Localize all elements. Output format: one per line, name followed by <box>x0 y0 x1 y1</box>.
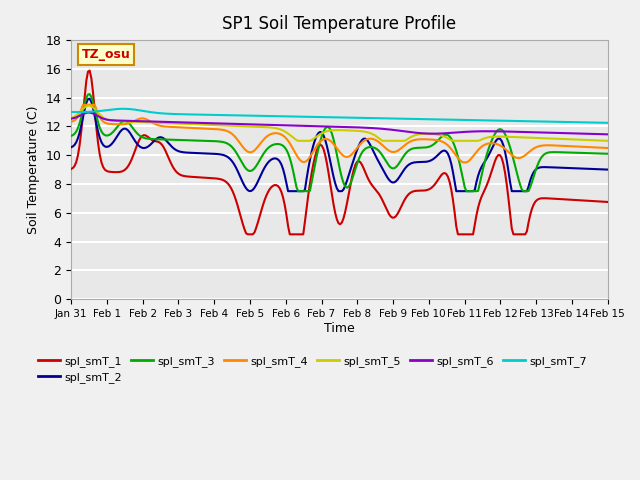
X-axis label: Time: Time <box>324 322 355 335</box>
Legend: spl_smT_1, spl_smT_2, spl_smT_3, spl_smT_4, spl_smT_5, spl_smT_6, spl_smT_7: spl_smT_1, spl_smT_2, spl_smT_3, spl_smT… <box>33 351 592 387</box>
Text: TZ_osu: TZ_osu <box>82 48 131 61</box>
Title: SP1 Soil Temperature Profile: SP1 Soil Temperature Profile <box>222 15 456 33</box>
Y-axis label: Soil Temperature (C): Soil Temperature (C) <box>27 105 40 234</box>
